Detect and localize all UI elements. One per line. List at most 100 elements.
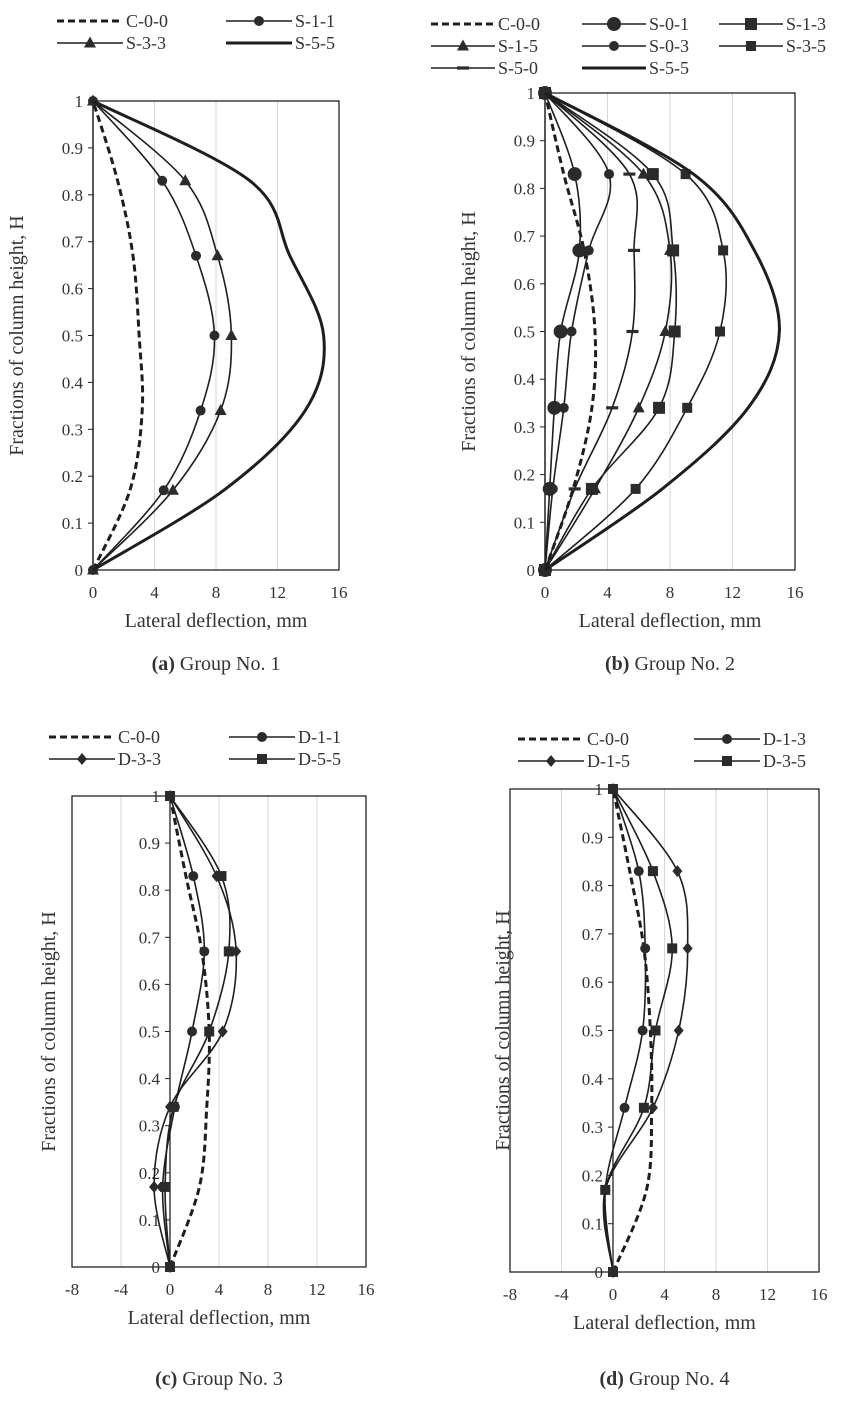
legend-label-d-2: D-1-5	[587, 751, 630, 771]
legend-a: C-0-0 S-1-1 S-3-3 S-5-5	[57, 11, 335, 53]
plot-frame-c	[71, 795, 367, 1268]
x-tick-label-c-6: 16	[358, 1280, 375, 1299]
y-tick-label-b-2: 0.2	[514, 466, 535, 485]
series-d-D-1-5-marker-3	[673, 1024, 684, 1037]
legend-label-b-7: S-5-5	[649, 58, 689, 78]
series-b-C-0-0	[543, 92, 598, 571]
series-a-S-5-5	[92, 99, 326, 572]
series-b-S-1-3-marker-5	[646, 168, 659, 181]
series-c-C-0-0	[168, 795, 211, 1268]
series-c-D-1-1-marker-4	[199, 946, 210, 957]
series-b-S-3-5-marker-1	[630, 483, 641, 494]
y-tick-label-c-10: 1	[152, 787, 161, 806]
x-ticks-b: 0 4 8 12 16	[541, 583, 804, 602]
series-c-D-5-5	[160, 791, 234, 1272]
series-d-D-3-5-marker-2	[638, 1102, 649, 1113]
y-tick-label-b-0: 0	[527, 561, 536, 580]
chart-b: 0 0.1 0.2 0.3 0.4 0.5 0.6 0.7 0.8 0.9 1 0 4 8 12 16 Late…	[431, 14, 826, 675]
series-line-c-C-0-0	[168, 795, 211, 1268]
y-ticks-a: 0 0.1 0.2 0.3 0.4 0.5 0.6 0.7 0.8 0.9 1	[62, 92, 93, 580]
y-tick-label-d-0: 0	[595, 1263, 604, 1282]
series-b-S-0-1-marker-5	[567, 167, 582, 182]
x-tick-label-a-1: 4	[150, 583, 159, 602]
legend-d-3-marker-0	[722, 756, 732, 766]
x-axis-label-d: Lateral deflection, mm	[573, 1312, 756, 1334]
caption-title-a: Group No. 1	[175, 653, 281, 675]
series-a-S-3-3-marker-2	[214, 404, 227, 416]
legend-b: C-0-0 S-0-1 S-1-3 S-1-5 S-0-3 S-3-5 S-5-0 S-5-5	[431, 14, 826, 78]
series-a-S-1-1-marker-5	[157, 175, 168, 186]
y-tick-label-d-4: 0.4	[582, 1070, 604, 1089]
legend-label-b-0: C-0-0	[498, 14, 540, 34]
x-tick-label-b-4: 16	[787, 583, 804, 602]
legend-label-d-0: C-0-0	[587, 729, 629, 749]
legend-label-d-3: D-3-5	[763, 751, 806, 771]
series-b-S-0-3-marker-1	[547, 483, 558, 494]
caption-label-a: (a)	[152, 653, 175, 675]
y-tick-label-d-5: 0.5	[582, 1022, 603, 1041]
x-tick-label-c-3: 4	[215, 1280, 224, 1299]
y-tick-label-a-0: 0	[75, 561, 84, 580]
legend-label-b-1: S-0-1	[649, 14, 689, 34]
y-tick-label-d-7: 0.7	[582, 925, 604, 944]
chart-panel-d: 0 0.1 0.2 0.3 0.4 0.5 0.6 0.7 0.8 0.9 1 -8 -4 0 4 8 12 16…	[422, 712, 843, 1403]
caption-label-d: (d)	[600, 1368, 624, 1390]
legend-entry-d-3: D-3-5	[694, 751, 806, 771]
y-ticks-b: 0 0.1 0.2 0.3 0.4 0.5 0.6 0.7 0.8 0.9 1	[514, 84, 545, 580]
x-tick-label-a-0: 0	[89, 583, 98, 602]
x-tick-label-c-1: -4	[114, 1280, 129, 1299]
series-b-S-5-0-marker-6	[539, 91, 551, 95]
legend-a-2-marker-0	[84, 36, 96, 48]
y-tick-label-a-1: 0.1	[62, 514, 83, 533]
legend-label-a-0: C-0-0	[126, 11, 168, 31]
series-b-S-0-3-marker-3	[566, 326, 577, 337]
series-a-S-3-3-marker-4	[211, 249, 224, 261]
x-tick-label-d-0: -8	[503, 1285, 517, 1304]
y-axis-label-a: Fractions of column height, H	[6, 215, 28, 456]
series-c-D-5-5-marker-2	[168, 1101, 179, 1112]
series-d-D-1-3-marker-4	[640, 943, 651, 954]
series-line-b-C-0-0	[543, 92, 598, 571]
x-tick-label-b-0: 0	[541, 583, 550, 602]
legend-d: C-0-0 D-1-3 D-1-5 D-3-5	[518, 729, 806, 771]
series-b-S-0-3-marker-5	[604, 169, 615, 180]
series-c-D-3-3-marker-1	[149, 1180, 160, 1193]
y-tick-label-c-9: 0.9	[139, 834, 160, 853]
series-b-S-5-0-marker-4	[628, 248, 641, 253]
legend-b-4-marker-0	[609, 41, 619, 51]
series-d-D-1-3-marker-2	[619, 1102, 630, 1113]
series-b-S-5-5	[544, 91, 781, 572]
x-ticks-d: -8 -4 0 4 8 12 16	[503, 1285, 828, 1304]
x-tick-label-c-4: 8	[264, 1280, 273, 1299]
y-axis-label-b: Fractions of column height, H	[458, 211, 480, 452]
series-b-S-1-5-marker-2	[632, 401, 645, 413]
y-axis-label-d: Fractions of column height, H	[492, 910, 514, 1151]
legend-label-b-6: S-5-0	[498, 58, 538, 78]
series-b-S-3-5-marker-2	[682, 402, 693, 413]
y-tick-label-d-6: 0.6	[582, 973, 603, 992]
series-c-D-5-5-marker-0	[165, 1262, 175, 1272]
series-d-D-3-5-marker-5	[647, 866, 658, 877]
legend-b-6-marker-0	[457, 66, 469, 70]
y-tick-label-a-7: 0.7	[62, 233, 84, 252]
series-line-d-C-0-0	[611, 788, 654, 1273]
series-line-a-S-1-1	[92, 100, 216, 571]
legend-entry-b-5: S-3-5	[719, 36, 826, 56]
legend-label-a-1: S-1-1	[295, 11, 335, 31]
series-b-S-0-3	[540, 88, 615, 575]
legend-c-3-marker-0	[257, 754, 267, 764]
series-line-a-S-5-5	[92, 99, 326, 572]
series-a-S-1-1-marker-2	[195, 405, 206, 416]
series-d-D-1-5-marker-4	[682, 942, 693, 955]
caption-label-c: (c)	[155, 1368, 177, 1390]
legend-entry-b-6: S-5-0	[431, 58, 538, 78]
legend-label-c-2: D-3-3	[118, 749, 161, 769]
series-line-a-C-0-0	[91, 100, 145, 571]
y-tick-label-c-7: 0.7	[139, 928, 161, 947]
y-tick-label-b-4: 0.4	[514, 370, 536, 389]
y-tick-label-d-1: 0.1	[582, 1215, 603, 1234]
grid-d	[509, 789, 820, 1272]
series-d-D-1-3-marker-5	[633, 866, 644, 877]
series-d-D-1-3-marker-3	[637, 1025, 648, 1036]
legend-entry-c-1: D-1-1	[229, 727, 341, 747]
